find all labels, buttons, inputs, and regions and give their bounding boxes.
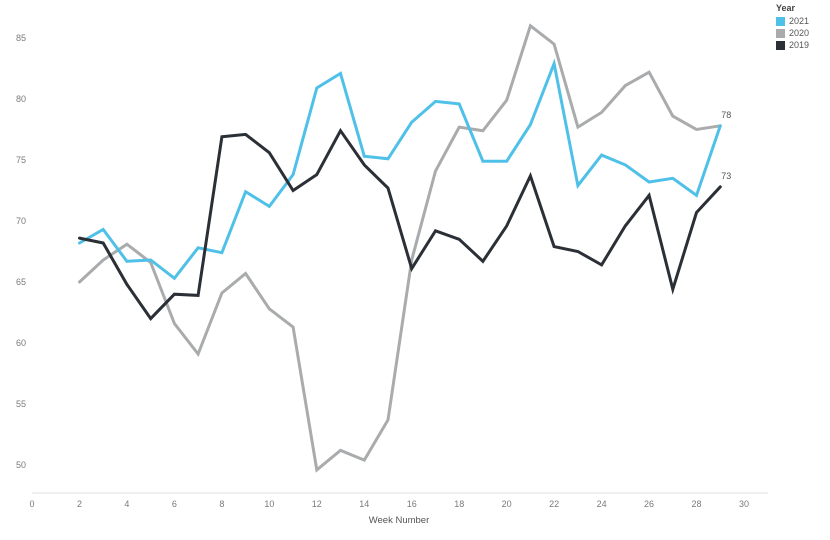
series-line-2021 bbox=[78, 58, 722, 281]
x-tick-label: 24 bbox=[597, 499, 607, 509]
legend: Year 2021 2020 2019 bbox=[776, 3, 809, 51]
x-tick-label: 4 bbox=[124, 499, 129, 509]
y-tick-label: 85 bbox=[16, 33, 26, 43]
y-tick-label: 50 bbox=[16, 460, 26, 470]
legend-items: 2021 2020 2019 bbox=[776, 15, 809, 51]
x-tick-label: 26 bbox=[644, 499, 654, 509]
series-line-2020 bbox=[78, 23, 722, 473]
legend-label: 2021 bbox=[789, 16, 810, 26]
end-label-2020: 78 bbox=[721, 110, 731, 120]
x-tick-label: 16 bbox=[407, 499, 417, 509]
x-tick-label: 18 bbox=[454, 499, 464, 509]
x-tick-label: 14 bbox=[359, 499, 369, 509]
x-tick-label: 12 bbox=[312, 499, 322, 509]
x-tick-label: 0 bbox=[29, 499, 34, 509]
legend-swatch bbox=[776, 40, 785, 50]
y-axis-ticks: 50 55 60 65 70 75 80 85 bbox=[16, 33, 26, 470]
y-tick-label: 75 bbox=[16, 155, 26, 165]
end-label-2019: 73 bbox=[721, 171, 731, 181]
x-tick-label: 28 bbox=[692, 499, 702, 509]
y-tick-label: 70 bbox=[16, 216, 26, 226]
legend-swatch bbox=[776, 16, 785, 26]
legend-title: Year bbox=[776, 3, 796, 13]
x-axis-ticks: 0 2 4 6 8 10 12 14 16 18 20 22 24 26 28 30 bbox=[29, 499, 749, 509]
x-tick-label: 22 bbox=[549, 499, 559, 509]
x-axis-title: Week Number bbox=[369, 515, 430, 526]
legend-label: 2019 bbox=[789, 40, 810, 50]
series-lines bbox=[78, 23, 722, 473]
y-tick-label: 55 bbox=[16, 399, 26, 409]
x-tick-label: 6 bbox=[172, 499, 177, 509]
x-tick-label: 8 bbox=[219, 499, 224, 509]
x-tick-label: 2 bbox=[77, 499, 82, 509]
x-tick-label: 20 bbox=[502, 499, 512, 509]
legend-item-2021[interactable]: 2021 bbox=[776, 15, 809, 27]
series-line-2019 bbox=[78, 127, 722, 321]
legend-label: 2020 bbox=[789, 28, 810, 38]
end-labels: 78 73 bbox=[721, 110, 731, 181]
legend-item-2020[interactable]: 2020 bbox=[776, 27, 809, 39]
y-tick-label: 60 bbox=[16, 338, 26, 348]
x-tick-label: 10 bbox=[264, 499, 274, 509]
legend-item-2019[interactable]: 2019 bbox=[776, 39, 809, 51]
y-tick-label: 65 bbox=[16, 277, 26, 287]
legend-swatch bbox=[776, 28, 785, 38]
y-tick-label: 80 bbox=[16, 94, 26, 104]
x-tick-label: 30 bbox=[739, 499, 749, 509]
